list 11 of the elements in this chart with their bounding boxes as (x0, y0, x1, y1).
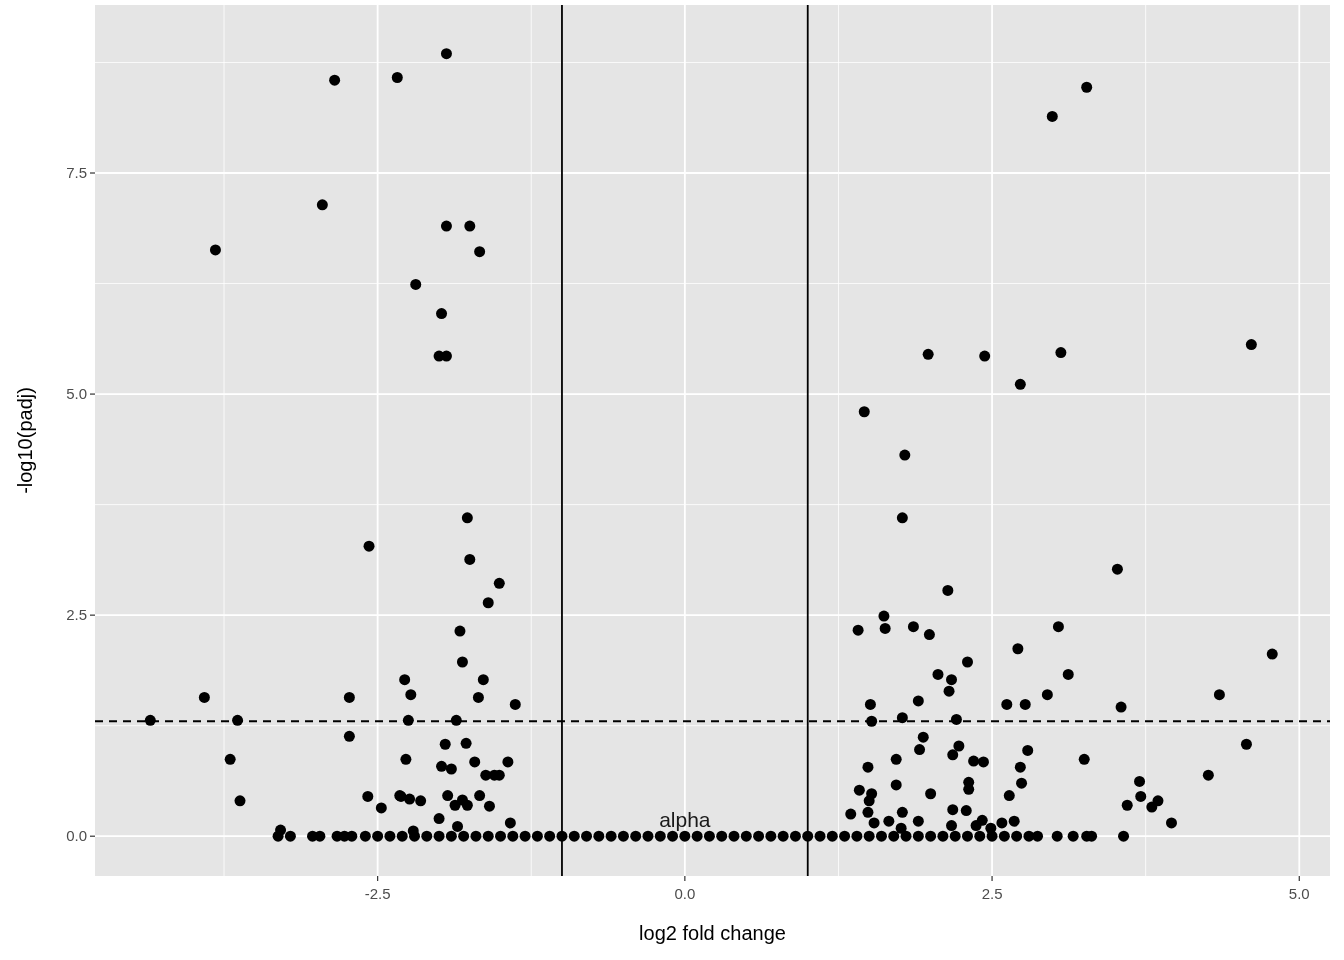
x-axis-title: log2 fold change (639, 922, 786, 944)
annotation: alpha (659, 808, 711, 832)
x-tick-label: -2.5 (364, 885, 391, 902)
x-tick-label: 0.0 (674, 885, 696, 902)
y-tick-label: 5.0 (66, 385, 87, 403)
x-tick-label: 2.5 (981, 885, 1003, 902)
x-tick-label: 5.0 (1288, 885, 1310, 902)
y-tick-label: 0.0 (66, 827, 87, 845)
y-tick-label: 2.5 (66, 606, 87, 624)
y-tick-label: 7.5 (66, 164, 87, 182)
y-axis-title: -log10(padj) (14, 387, 36, 494)
